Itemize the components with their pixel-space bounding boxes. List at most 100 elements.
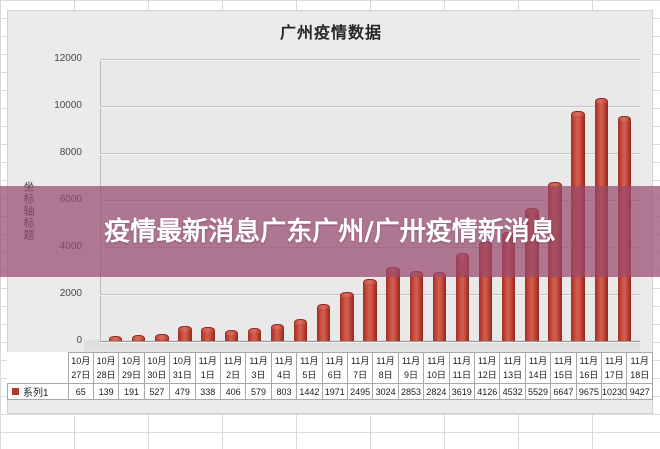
bar-slot[interactable] [358, 59, 381, 341]
date-label-line: 31日 [172, 370, 192, 380]
bar-slot[interactable] [312, 59, 335, 341]
bar-slot[interactable] [197, 59, 220, 341]
gridline [100, 153, 640, 154]
bar-slot[interactable] [104, 59, 127, 341]
chart-title: 广州疫情数据 [279, 23, 382, 42]
bar[interactable] [293, 319, 308, 341]
date-label-line: 9日 [403, 370, 418, 380]
legend-swatch-icon [12, 388, 19, 395]
table-value-cell: 3024 [372, 383, 399, 400]
bar-top-face [224, 330, 238, 336]
bar-slot[interactable] [173, 59, 196, 341]
bar-top-face [155, 333, 169, 339]
table-header-cell: 11月 8日 [372, 352, 399, 384]
y-axis-tick-label: 8000 [59, 147, 82, 158]
table-header-cell: 11月 17日 [601, 352, 628, 384]
table-value-cell: 803 [270, 383, 298, 400]
table-value-cell: 4126 [473, 383, 501, 400]
watermark-title: 疫情最新消息广东广州/广卅疫情新消息 [104, 216, 556, 247]
table-header-cell: 11月 4日 [270, 352, 298, 384]
bar[interactable] [340, 291, 354, 341]
table-value-cell: 579 [245, 383, 272, 400]
table-value-cell: 6647 [550, 383, 577, 400]
bar[interactable] [224, 330, 238, 341]
gridline [100, 59, 640, 60]
bar-slot[interactable] [150, 59, 173, 341]
table-header-cell: 10月 27日 [67, 352, 94, 384]
date-label-line: 11月 [249, 356, 268, 366]
bar[interactable] [409, 270, 423, 341]
date-label-line: 3日 [251, 370, 266, 380]
table-value-cell: 65 [67, 383, 94, 400]
date-label-line: 29日 [122, 370, 142, 380]
date-label-line: 11月 [452, 356, 471, 366]
date-label-line: 28日 [96, 370, 116, 380]
date-label-line: 11月 [376, 356, 395, 366]
bar[interactable] [247, 328, 262, 341]
table-value-cell: 527 [143, 383, 171, 400]
bar-slot[interactable] [266, 59, 289, 341]
date-label-line: 15日 [553, 370, 573, 380]
bar-slot[interactable] [220, 59, 243, 341]
date-label-line: 11月 [503, 356, 522, 366]
date-label-line: 13日 [503, 370, 523, 380]
table-header-cell: 11月 5日 [296, 352, 323, 384]
table-value-cell: 9675 [575, 383, 603, 400]
table-value-cell: 2853 [397, 383, 425, 400]
date-label-line: 11月 [325, 356, 344, 366]
bar-top-face [548, 181, 562, 187]
bar[interactable] [201, 326, 215, 341]
bar[interactable] [108, 336, 123, 341]
date-label-line: 14日 [528, 370, 548, 380]
table-header-cell: 11月 14日 [524, 352, 552, 384]
y-axis-tick-label: 0 [76, 335, 82, 346]
table-header-cell: 11月 16日 [575, 352, 603, 384]
bar[interactable] [178, 325, 192, 341]
bar[interactable] [155, 333, 169, 341]
bar[interactable] [270, 324, 285, 341]
bar-slot[interactable] [127, 59, 150, 341]
bar-top-face [201, 326, 215, 332]
table-header-cell: 10月 29日 [118, 352, 145, 384]
date-label-line: 27日 [71, 370, 91, 380]
date-label-line: 11月 [300, 356, 319, 366]
date-label-line: 11月 [351, 356, 370, 366]
bar-top-face [317, 304, 331, 310]
date-label-line: 5日 [302, 370, 317, 380]
bar[interactable] [432, 271, 447, 341]
date-label-line: 10日 [426, 370, 446, 380]
plot-floor [84, 340, 640, 355]
bar[interactable] [317, 304, 331, 341]
date-label-line: 10月 [147, 356, 167, 366]
watermark-band [0, 186, 660, 277]
bar-slot[interactable] [335, 59, 358, 341]
date-label-line: 12日 [477, 370, 497, 380]
table-header-cell: 11月 6日 [321, 352, 348, 384]
bar-top-face [247, 328, 262, 334]
date-label-line: 1日 [200, 370, 215, 380]
gridline [100, 106, 640, 107]
date-label-line: 6日 [327, 370, 342, 380]
table-header-row: 10月 27日 10月 28日 10月 29日 10月 30日 10月 31日 11月 1日 11月 2日… [8, 352, 653, 384]
bar-top-face [270, 324, 285, 330]
table-header-cell: 11月 9日 [397, 352, 425, 384]
bar[interactable] [131, 334, 146, 341]
bar-top-face [108, 336, 123, 341]
bar-slot[interactable] [243, 59, 266, 341]
table-header-cell: 11月 10日 [423, 352, 450, 384]
table-value-cell: 338 [194, 383, 221, 400]
table-corner-cell [8, 353, 69, 384]
date-label-line: 10月 [122, 356, 142, 366]
date-label-line: 7日 [353, 370, 368, 380]
bar[interactable] [363, 279, 377, 341]
date-label-line: 30日 [147, 370, 167, 380]
series-legend-label: 系列1 [23, 388, 49, 399]
table-value-cell: 2824 [423, 383, 450, 400]
bar[interactable] [386, 266, 400, 341]
bar-top-face [594, 97, 608, 103]
date-label-line: 8日 [378, 370, 393, 380]
date-label-line: 11月 [427, 356, 446, 366]
bar-slot[interactable] [289, 59, 312, 341]
table-value-cell: 2495 [346, 383, 374, 400]
table-header-cell: 11月 12日 [473, 352, 501, 384]
